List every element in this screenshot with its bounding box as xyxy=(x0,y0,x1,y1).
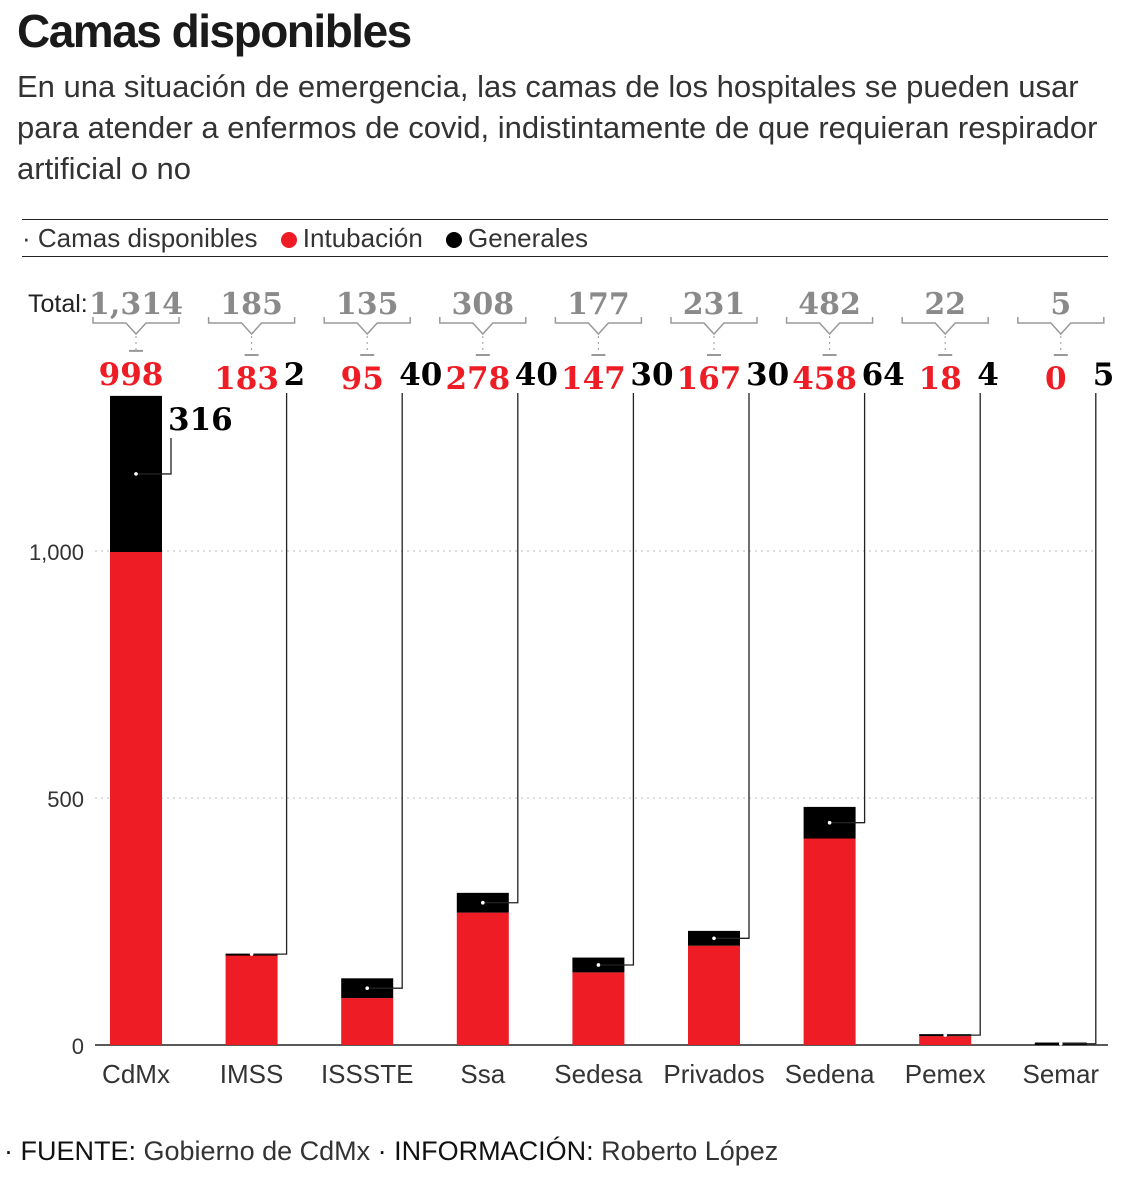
info-label: · INFORMACIÓN: xyxy=(377,1136,594,1166)
generales-connector xyxy=(945,393,981,1036)
generales-value-label: 316 xyxy=(168,402,233,438)
legend-intubacion-dot-icon xyxy=(280,232,297,248)
generales-connector xyxy=(1060,393,1097,1045)
bar-intubacion xyxy=(803,838,856,1045)
total-value: 482 xyxy=(798,287,861,322)
category-label: Sedesa xyxy=(554,1059,643,1089)
chart-title: Camas disponibles xyxy=(17,5,412,57)
total-value: 1,314 xyxy=(89,287,183,322)
connector-dot xyxy=(712,936,716,941)
total-bracket xyxy=(439,317,527,336)
generales-connector xyxy=(829,393,866,824)
generales-value-label: 5 xyxy=(1093,357,1115,393)
legend: · Camas disponibles Intubación Generales xyxy=(22,219,1108,257)
category-label: CdMx xyxy=(102,1059,170,1089)
generales-value-label: 4 xyxy=(977,357,999,393)
bar-intubacion xyxy=(110,551,162,1045)
legend-generales-dot-icon xyxy=(446,232,463,248)
generales-connector xyxy=(482,393,519,904)
connector-dot xyxy=(481,900,485,905)
intubacion-value-label: 18 xyxy=(919,361,962,397)
intubacion-value-label: 183 xyxy=(214,361,279,397)
total-bracket xyxy=(785,317,874,336)
bar-intubacion xyxy=(341,998,394,1045)
generales-connector xyxy=(136,438,172,475)
total-label: Total: xyxy=(28,290,88,318)
bar-intubacion xyxy=(456,912,509,1045)
legend-prefix: · Camas disponibles xyxy=(22,223,258,253)
category-label: Privados xyxy=(663,1059,764,1089)
bar-intubacion xyxy=(225,954,278,1045)
category-label: Pemex xyxy=(905,1059,986,1089)
generales-value-label: 64 xyxy=(862,357,905,393)
legend-generales: Generales xyxy=(468,223,588,253)
legend-intubacion: Intubación xyxy=(302,223,423,253)
generales-connector xyxy=(251,393,288,955)
total-value: 5 xyxy=(1050,287,1071,322)
connector-dot xyxy=(827,820,832,825)
generales-value-label: 30 xyxy=(746,357,789,393)
intubacion-value-label: 278 xyxy=(445,361,510,397)
generales-value-label: 40 xyxy=(399,357,442,393)
connector-dot xyxy=(134,472,138,476)
footer: · FUENTE: Gobierno de CdMx · INFORMACIÓN… xyxy=(4,1136,778,1167)
connector-dot xyxy=(943,1033,947,1037)
category-label: IMSS xyxy=(220,1059,284,1089)
total-value: 231 xyxy=(683,287,746,322)
generales-value-label: 2 xyxy=(284,357,306,393)
generales-value-label: 40 xyxy=(515,357,558,393)
generales-connector xyxy=(714,393,750,939)
generales-value-label: 30 xyxy=(630,357,673,393)
intubacion-value-label: 147 xyxy=(561,361,626,397)
total-value: 177 xyxy=(567,287,630,322)
total-value: 308 xyxy=(451,287,514,322)
connector-dot xyxy=(1059,1041,1063,1046)
total-value: 22 xyxy=(924,287,966,322)
total-bracket xyxy=(670,317,758,336)
category-label: Semar xyxy=(1023,1059,1100,1089)
total-bracket xyxy=(207,317,296,336)
generales-connector xyxy=(367,393,403,989)
total-value: 135 xyxy=(336,287,399,322)
category-label: Sedena xyxy=(785,1059,875,1089)
intubacion-value-label: 458 xyxy=(792,361,857,397)
y-tick-label: 500 xyxy=(47,787,84,812)
connector-dot xyxy=(596,963,601,967)
total-bracket xyxy=(323,317,411,336)
intubacion-value-label: 167 xyxy=(677,361,742,397)
generales-connector xyxy=(598,393,635,966)
total-bracket xyxy=(554,317,643,336)
bar-intubacion xyxy=(572,972,625,1045)
intubacion-value-label: 95 xyxy=(341,361,384,397)
connector-dot xyxy=(249,952,254,956)
bar-intubacion xyxy=(919,1036,972,1045)
total-bracket xyxy=(901,317,989,336)
total-bracket xyxy=(1017,317,1105,336)
intubacion-value-label: 0 xyxy=(1045,361,1067,397)
info-author: Roberto López xyxy=(601,1136,779,1166)
source-label: · FUENTE: xyxy=(4,1136,136,1166)
category-label: Ssa xyxy=(460,1059,505,1089)
chart-subtitle: En una situación de emergencia, las cama… xyxy=(17,69,1098,186)
connector-dot xyxy=(365,986,370,990)
intubacion-value-label: 998 xyxy=(99,357,164,393)
source: Gobierno de CdMx xyxy=(143,1136,371,1166)
y-tick-label: 1,000 xyxy=(29,540,84,565)
y-tick-label: 0 xyxy=(72,1034,84,1059)
total-bracket xyxy=(92,317,180,336)
category-label: ISSSTE xyxy=(321,1059,413,1089)
total-value: 185 xyxy=(220,287,283,322)
bar-intubacion xyxy=(688,945,740,1045)
